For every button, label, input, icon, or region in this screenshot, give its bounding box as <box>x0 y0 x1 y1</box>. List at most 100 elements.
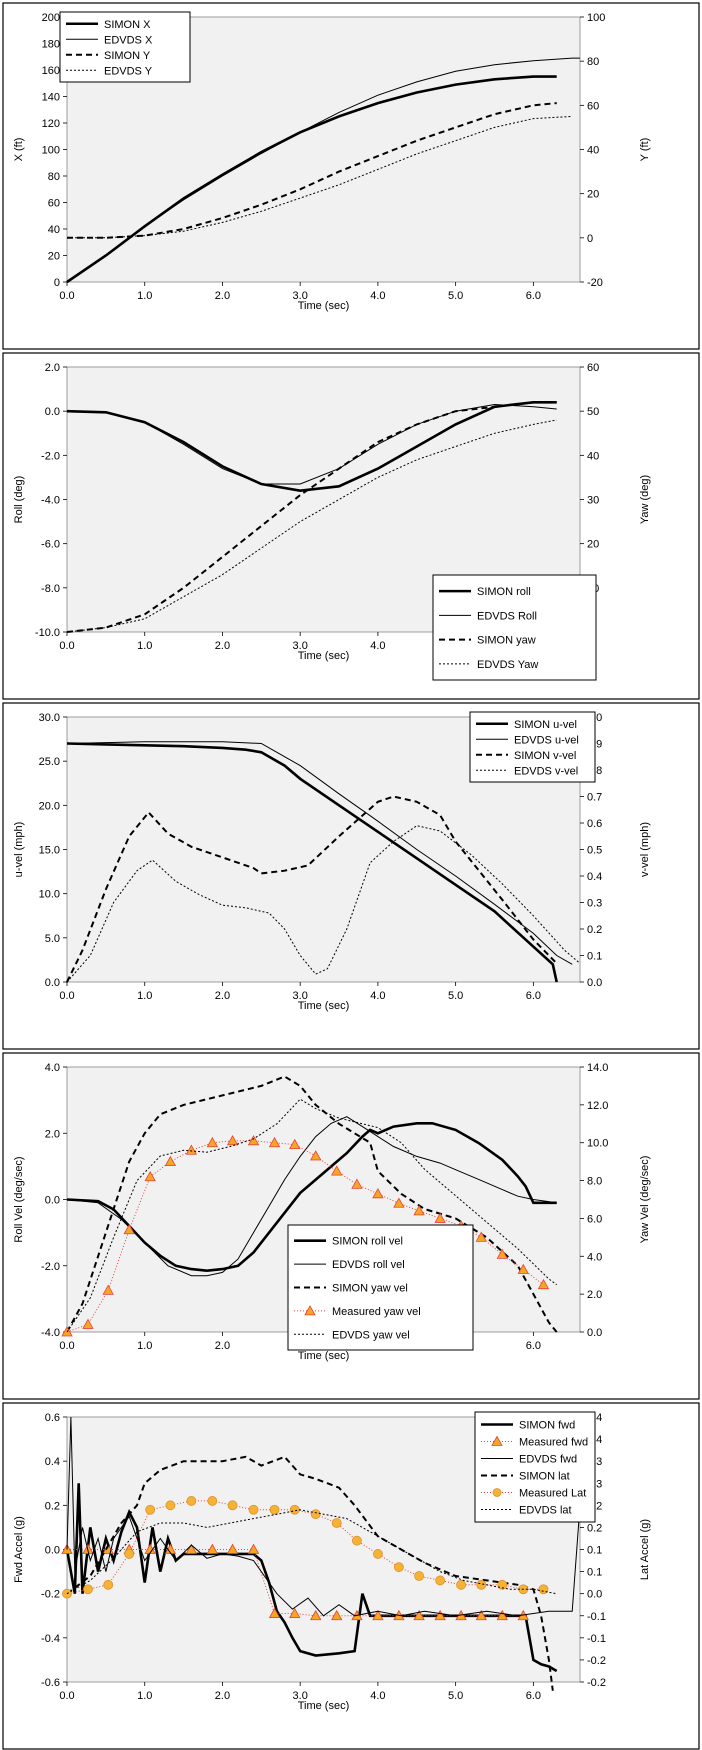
series-line <box>66 1116 557 1277</box>
data-point-marker <box>393 1562 404 1573</box>
legend-label: SIMON X <box>104 19 151 31</box>
x-tick-label: 6.0 <box>526 1340 541 1352</box>
series-line <box>66 57 580 283</box>
y2-tick-label: -0.1 <box>587 1611 606 1623</box>
legend-label: EDVDS Yaw <box>477 659 538 671</box>
legend-label: EDVDS lat <box>519 1505 572 1517</box>
data-point-marker <box>248 1504 259 1515</box>
data-point-marker <box>165 1500 176 1511</box>
y2-tick-label: 14.0 <box>587 1062 608 1074</box>
acceleration-chart: -0.6 -0.4 -0.2 0.0 0.2 0.4 0.6 -0.2 -0.2 -0.1 -0.1… <box>2 1402 700 1750</box>
data-point-marker <box>310 1150 322 1161</box>
legend-label: SIMON roll vel <box>332 1236 403 1248</box>
y2-tick-label: 20 <box>587 189 599 201</box>
y-axis-label: Fwd Accel (g) <box>13 1516 25 1583</box>
x-tick-label: 2.0 <box>215 1690 230 1702</box>
x-tick-label: 0.0 <box>59 1690 74 1702</box>
data-point-marker <box>289 1607 301 1618</box>
x-tick-label: 3.0 <box>293 1690 308 1702</box>
y2-tick-label: -20 <box>587 277 603 289</box>
y2-tick-label: 10.0 <box>587 1138 608 1150</box>
y2-tick-label: 0.3 <box>587 898 602 910</box>
data-point-marker <box>123 1223 135 1235</box>
y2-tick-label: 0 <box>587 233 593 245</box>
y-tick-label: 0.0 <box>45 1545 60 1557</box>
y-tick-label: 2.0 <box>45 1128 60 1140</box>
legend-label: SIMON yaw vel <box>332 1283 408 1295</box>
y2-tick-label: 4.0 <box>587 1251 602 1263</box>
y-tick-label: -8.0 <box>41 583 60 595</box>
series-line <box>66 1509 557 1595</box>
y-tick-label: -0.2 <box>41 1589 60 1601</box>
y-tick-label: 0.0 <box>45 977 60 989</box>
y-tick-label: 25.0 <box>39 756 60 768</box>
data-point-marker <box>352 1535 362 1546</box>
x-tick-label: 6.0 <box>526 1690 541 1702</box>
series-line <box>66 1122 557 1273</box>
legend-marker <box>492 1488 502 1497</box>
y-axis-label: u-vel (mph) <box>13 822 25 878</box>
legend-label: SIMON lat <box>519 1471 570 1483</box>
x-tick-label: 3.0 <box>293 640 308 652</box>
series-line <box>66 1500 544 1595</box>
data-point-marker <box>206 1136 219 1148</box>
y2-tick-label: 0.1 <box>587 951 602 963</box>
data-point-marker <box>331 1518 342 1528</box>
legend-label: EDVDS Y <box>104 65 153 77</box>
data-point-marker <box>538 1584 549 1595</box>
data-point-marker <box>103 1579 114 1590</box>
x-tick-label: 4.0 <box>370 1690 385 1702</box>
data-point-marker <box>476 1579 487 1590</box>
y-axis-label: Roll (deg) <box>13 476 25 524</box>
y2-tick-label: 2.0 <box>587 1289 602 1301</box>
y-tick-label: -0.6 <box>41 1677 60 1689</box>
y2-tick-label: 20 <box>587 539 599 551</box>
y2-tick-label: 8.0 <box>587 1176 602 1188</box>
legend <box>474 1411 596 1523</box>
x-tick-label: 6.0 <box>526 290 541 302</box>
y-tick-label: 160 <box>42 65 60 77</box>
data-point-marker <box>331 1165 343 1176</box>
y-tick-label: 5.0 <box>45 933 60 945</box>
series-line <box>66 403 557 485</box>
legend-label: EDVDS X <box>104 34 153 46</box>
data-point-marker <box>186 1496 197 1506</box>
x-tick-label: 3.0 <box>293 990 308 1002</box>
x-tick-label: 5.0 <box>448 1690 463 1702</box>
x-tick-label: 0.0 <box>59 290 74 302</box>
y-tick-label: 2.0 <box>45 362 60 374</box>
data-point-marker <box>185 1543 198 1554</box>
y-tick-label: 100 <box>42 145 60 157</box>
data-point-marker <box>372 1187 384 1199</box>
data-point-marker <box>145 1504 156 1515</box>
y-tick-label: 80 <box>48 171 60 183</box>
series-line <box>66 825 581 983</box>
data-point-marker <box>268 1136 281 1148</box>
data-point-marker <box>413 1609 425 1621</box>
data-point-marker <box>475 1609 487 1621</box>
series-line <box>66 1075 558 1333</box>
roll-yaw-chart: -10.0-8.0-6.0-4.0-2.00.02.00102030405060… <box>2 352 700 700</box>
y2-tick-label: 0.0 <box>587 1589 602 1601</box>
data-point-marker <box>497 1579 508 1590</box>
y2-tick-label: 0.0 <box>587 977 602 989</box>
y-tick-label: 40 <box>48 224 60 236</box>
y2-tick-label: 100 <box>587 12 605 24</box>
legend-label: Measured fwd <box>519 1437 588 1449</box>
x-axis-label: Time (sec) <box>298 1000 350 1012</box>
y-axis-label: Roll Vel (deg/sec) <box>13 1156 25 1242</box>
y-tick-label: 0 <box>54 277 60 289</box>
y2-tick-label: 50 <box>587 406 599 418</box>
x-tick-label: 1.0 <box>137 1340 152 1352</box>
y-tick-label: 4.0 <box>45 1062 60 1074</box>
legend-label: Measured Lat <box>519 1488 586 1500</box>
data-point-marker <box>226 1134 239 1146</box>
data-point-marker <box>227 1500 238 1511</box>
y-tick-label: -0.4 <box>41 1633 60 1645</box>
y-tick-label: -4.0 <box>41 495 60 507</box>
data-point-marker <box>434 1212 446 1223</box>
data-point-marker <box>413 1205 425 1216</box>
data-point-marker <box>434 1609 446 1621</box>
y-tick-label: 20.0 <box>39 800 60 812</box>
y2-tick-label: 0.2 <box>587 924 602 936</box>
